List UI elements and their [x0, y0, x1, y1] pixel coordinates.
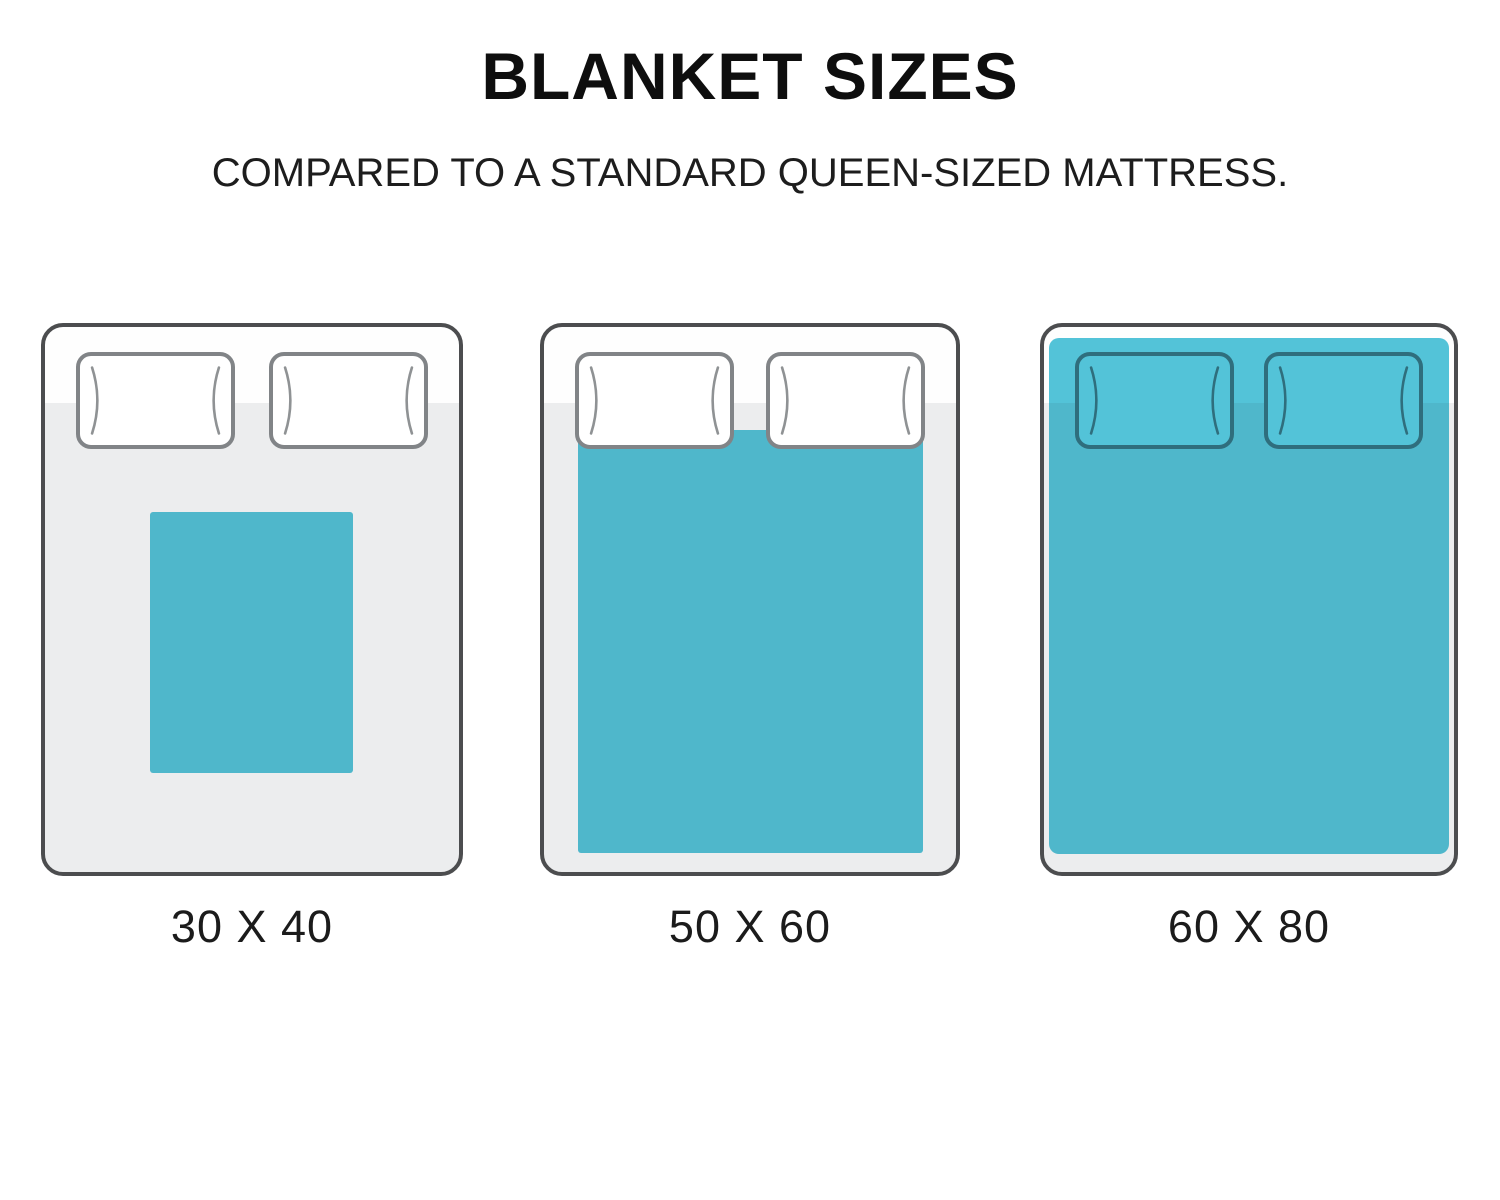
pillow-left — [575, 352, 734, 449]
size-label-30x40: 30 X 40 — [170, 901, 334, 952]
blanket-30x40 — [150, 512, 353, 773]
queen-mattress-3 — [1040, 323, 1458, 876]
pillow-crease-icon — [273, 356, 424, 445]
pillow-crease-icon — [1079, 356, 1230, 445]
page-subtitle: COMPARED TO A STANDARD QUEEN-SIZED MATTR… — [211, 151, 1289, 195]
queen-mattress-2 — [540, 323, 960, 876]
pillow-crease-icon — [579, 356, 730, 445]
size-label-50x60: 50 X 60 — [668, 901, 832, 952]
pillow-crease-icon — [1268, 356, 1419, 445]
pillow-left — [76, 352, 235, 449]
mattress-sheet-shading — [45, 403, 459, 872]
mattress-sheet-shading — [544, 403, 956, 872]
pillow-crease-icon — [770, 356, 921, 445]
pillow-right — [269, 352, 428, 449]
mattress-sheet-shading — [1044, 403, 1454, 872]
size-label-60x80: 60 X 80 — [1167, 901, 1331, 952]
blanket-50x60 — [578, 430, 923, 853]
pillow-left-covered — [1075, 352, 1234, 449]
pillow-right — [766, 352, 925, 449]
pillow-crease-icon — [80, 356, 231, 445]
pillow-right-covered — [1264, 352, 1423, 449]
page-title: BLANKET SIZES — [481, 39, 1019, 113]
queen-mattress-1 — [41, 323, 463, 876]
